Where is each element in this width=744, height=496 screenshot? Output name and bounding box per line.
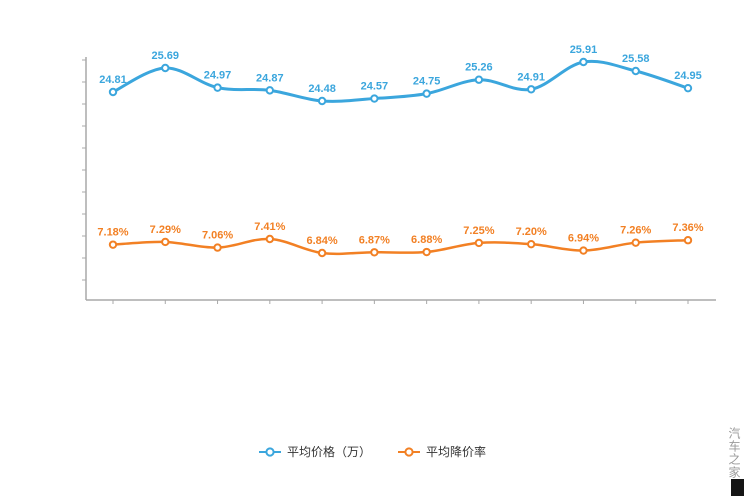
- data-point-label: 24.81: [99, 74, 127, 86]
- data-point-label: 6.94%: [568, 233, 599, 245]
- data-point-marker: [579, 57, 588, 67]
- data-point-label: 25.26: [465, 62, 493, 74]
- data-point-label: 7.41%: [254, 221, 285, 233]
- blue-series-marker-icon: [258, 446, 281, 457]
- watermark-corner-block: [731, 479, 744, 496]
- data-point-marker: [317, 248, 327, 258]
- data-point-label: 24.57: [361, 81, 389, 93]
- data-point-marker: [526, 85, 536, 94]
- data-point-label: 25.69: [152, 50, 180, 62]
- legend-item-avg-discount: 平均降价率: [397, 443, 486, 460]
- data-point-marker: [265, 86, 275, 95]
- legend-label-avg-price: 平均价格（万）: [286, 445, 371, 459]
- data-point-marker: [422, 247, 431, 257]
- data-point-label: 7.29%: [150, 224, 181, 236]
- data-point-marker: [213, 83, 222, 92]
- data-point-marker: [370, 94, 379, 103]
- data-point-marker: [579, 246, 588, 255]
- data-point-marker: [631, 66, 640, 76]
- data-point-label: 7.36%: [672, 222, 703, 234]
- legend-label-avg-discount: 平均降价率: [426, 445, 487, 459]
- watermark-text: 汽车之家: [727, 427, 741, 479]
- data-point-label: 7.26%: [620, 225, 651, 237]
- data-point-label: 7.18%: [97, 227, 128, 239]
- data-point-marker: [683, 236, 693, 245]
- data-point-label: 24.48: [308, 83, 336, 95]
- data-point-marker: [213, 243, 222, 252]
- data-point-label: 6.87%: [359, 234, 390, 246]
- data-point-label: 24.75: [413, 76, 441, 88]
- data-point-label: 7.25%: [463, 225, 494, 237]
- chart-legend: 平均价格（万） 平均降价率: [0, 443, 744, 460]
- data-point-marker: [474, 75, 484, 84]
- data-point-marker: [108, 87, 118, 97]
- data-point-marker: [683, 83, 693, 93]
- orange-series-marker-icon: [398, 446, 420, 457]
- data-point-label: 6.88%: [411, 234, 442, 246]
- data-point-marker: [108, 240, 118, 249]
- data-point-marker: [161, 237, 170, 247]
- data-point-label: 24.91: [517, 71, 545, 83]
- series-line-1: [111, 237, 690, 256]
- data-point-marker: [370, 248, 379, 257]
- data-point-marker: [422, 89, 431, 98]
- data-point-label: 24.87: [256, 72, 284, 84]
- data-point-label: 7.20%: [516, 226, 547, 238]
- data-point-label: 6.84%: [306, 235, 337, 247]
- data-point-marker: [317, 96, 327, 106]
- data-point-label: 25.91: [570, 44, 598, 56]
- data-point-marker: [161, 63, 170, 73]
- series-line-0: [111, 59, 690, 103]
- data-point-label: 24.95: [674, 70, 702, 82]
- legend-item-avg-price: 平均价格（万）: [258, 443, 371, 460]
- data-point-label: 25.58: [622, 53, 650, 65]
- data-point-marker: [265, 234, 275, 244]
- data-point-marker: [474, 238, 484, 248]
- data-point-label: 7.06%: [202, 230, 233, 242]
- data-point-marker: [526, 239, 536, 249]
- data-point-marker: [631, 238, 640, 247]
- data-point-label: 24.97: [204, 70, 232, 82]
